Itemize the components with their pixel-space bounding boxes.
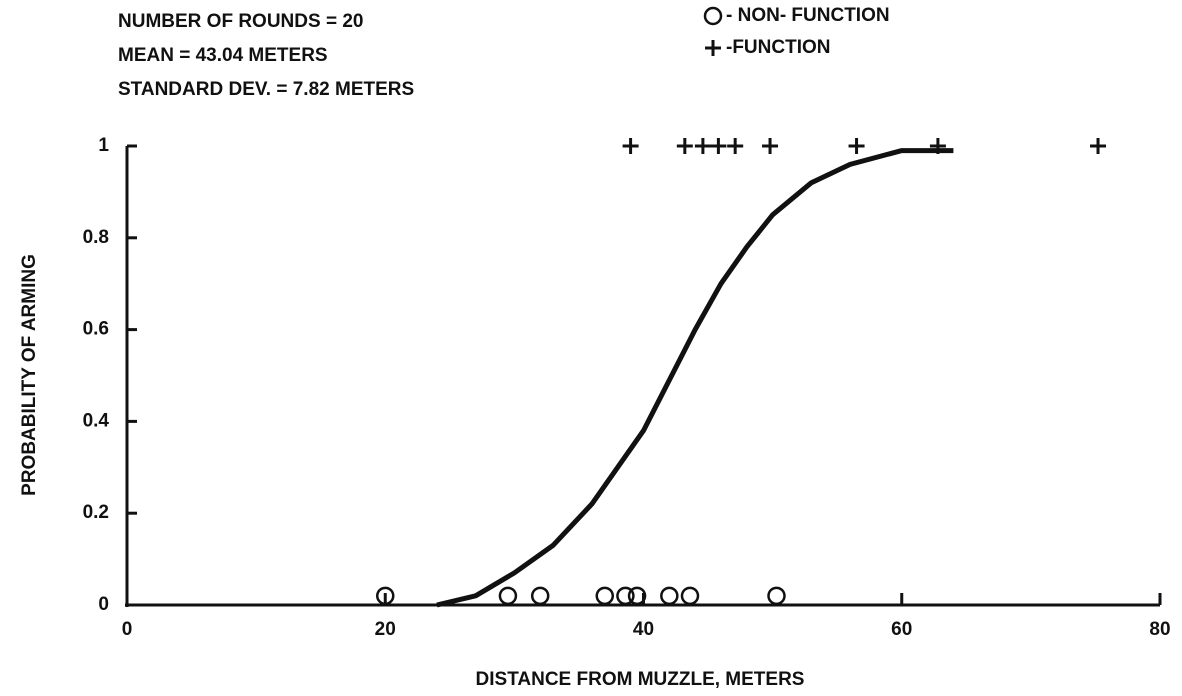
marker-plus bbox=[694, 138, 711, 154]
x-tick-label: 80 bbox=[1149, 619, 1170, 640]
marker-plus bbox=[848, 138, 865, 154]
marker-circle bbox=[595, 586, 615, 606]
marker-circle bbox=[530, 586, 550, 606]
marker-circle bbox=[703, 6, 723, 26]
y-axis-label: PROBABILITY OF ARMING bbox=[19, 254, 40, 496]
marker-plus bbox=[676, 138, 693, 154]
marker-circle bbox=[660, 586, 679, 606]
x-tick-label: 0 bbox=[122, 619, 133, 640]
annotation: STANDARD DEV. = 7.82 METERS bbox=[118, 79, 414, 100]
y-tick-label: 0 bbox=[98, 594, 109, 615]
y-tick-label: 0.6 bbox=[83, 319, 109, 340]
marker-plus bbox=[762, 138, 779, 154]
annotation: MEAN = 43.04 METERS bbox=[118, 45, 328, 66]
marker-plus bbox=[727, 138, 744, 154]
marker-circle bbox=[680, 586, 700, 606]
y-tick-label: 0.8 bbox=[83, 227, 109, 248]
x-axis-label: DISTANCE FROM MUZZLE, METERS bbox=[476, 669, 805, 690]
marker-circle bbox=[498, 586, 518, 606]
x-tick-label: 40 bbox=[633, 619, 654, 640]
legend-label: -FUNCTION bbox=[726, 37, 830, 58]
marker-plus bbox=[622, 138, 639, 154]
x-tick-label: 60 bbox=[891, 619, 912, 640]
marker-circle bbox=[616, 586, 635, 606]
marker-circle bbox=[376, 586, 395, 606]
marker-plus bbox=[705, 40, 721, 56]
fit-curve bbox=[436, 148, 954, 608]
y-tick-label: 0.2 bbox=[83, 502, 109, 523]
legend-label: - NON- FUNCTION bbox=[726, 5, 890, 26]
y-tick-label: 1 bbox=[98, 135, 109, 156]
y-tick-label: 0.4 bbox=[83, 410, 110, 431]
annotation: NUMBER OF ROUNDS = 20 bbox=[118, 11, 363, 32]
marker-plus bbox=[710, 138, 727, 154]
marker-circle bbox=[627, 586, 647, 606]
x-tick-label: 20 bbox=[375, 619, 396, 640]
marker-plus bbox=[1090, 138, 1107, 154]
marker-circle bbox=[767, 586, 786, 606]
